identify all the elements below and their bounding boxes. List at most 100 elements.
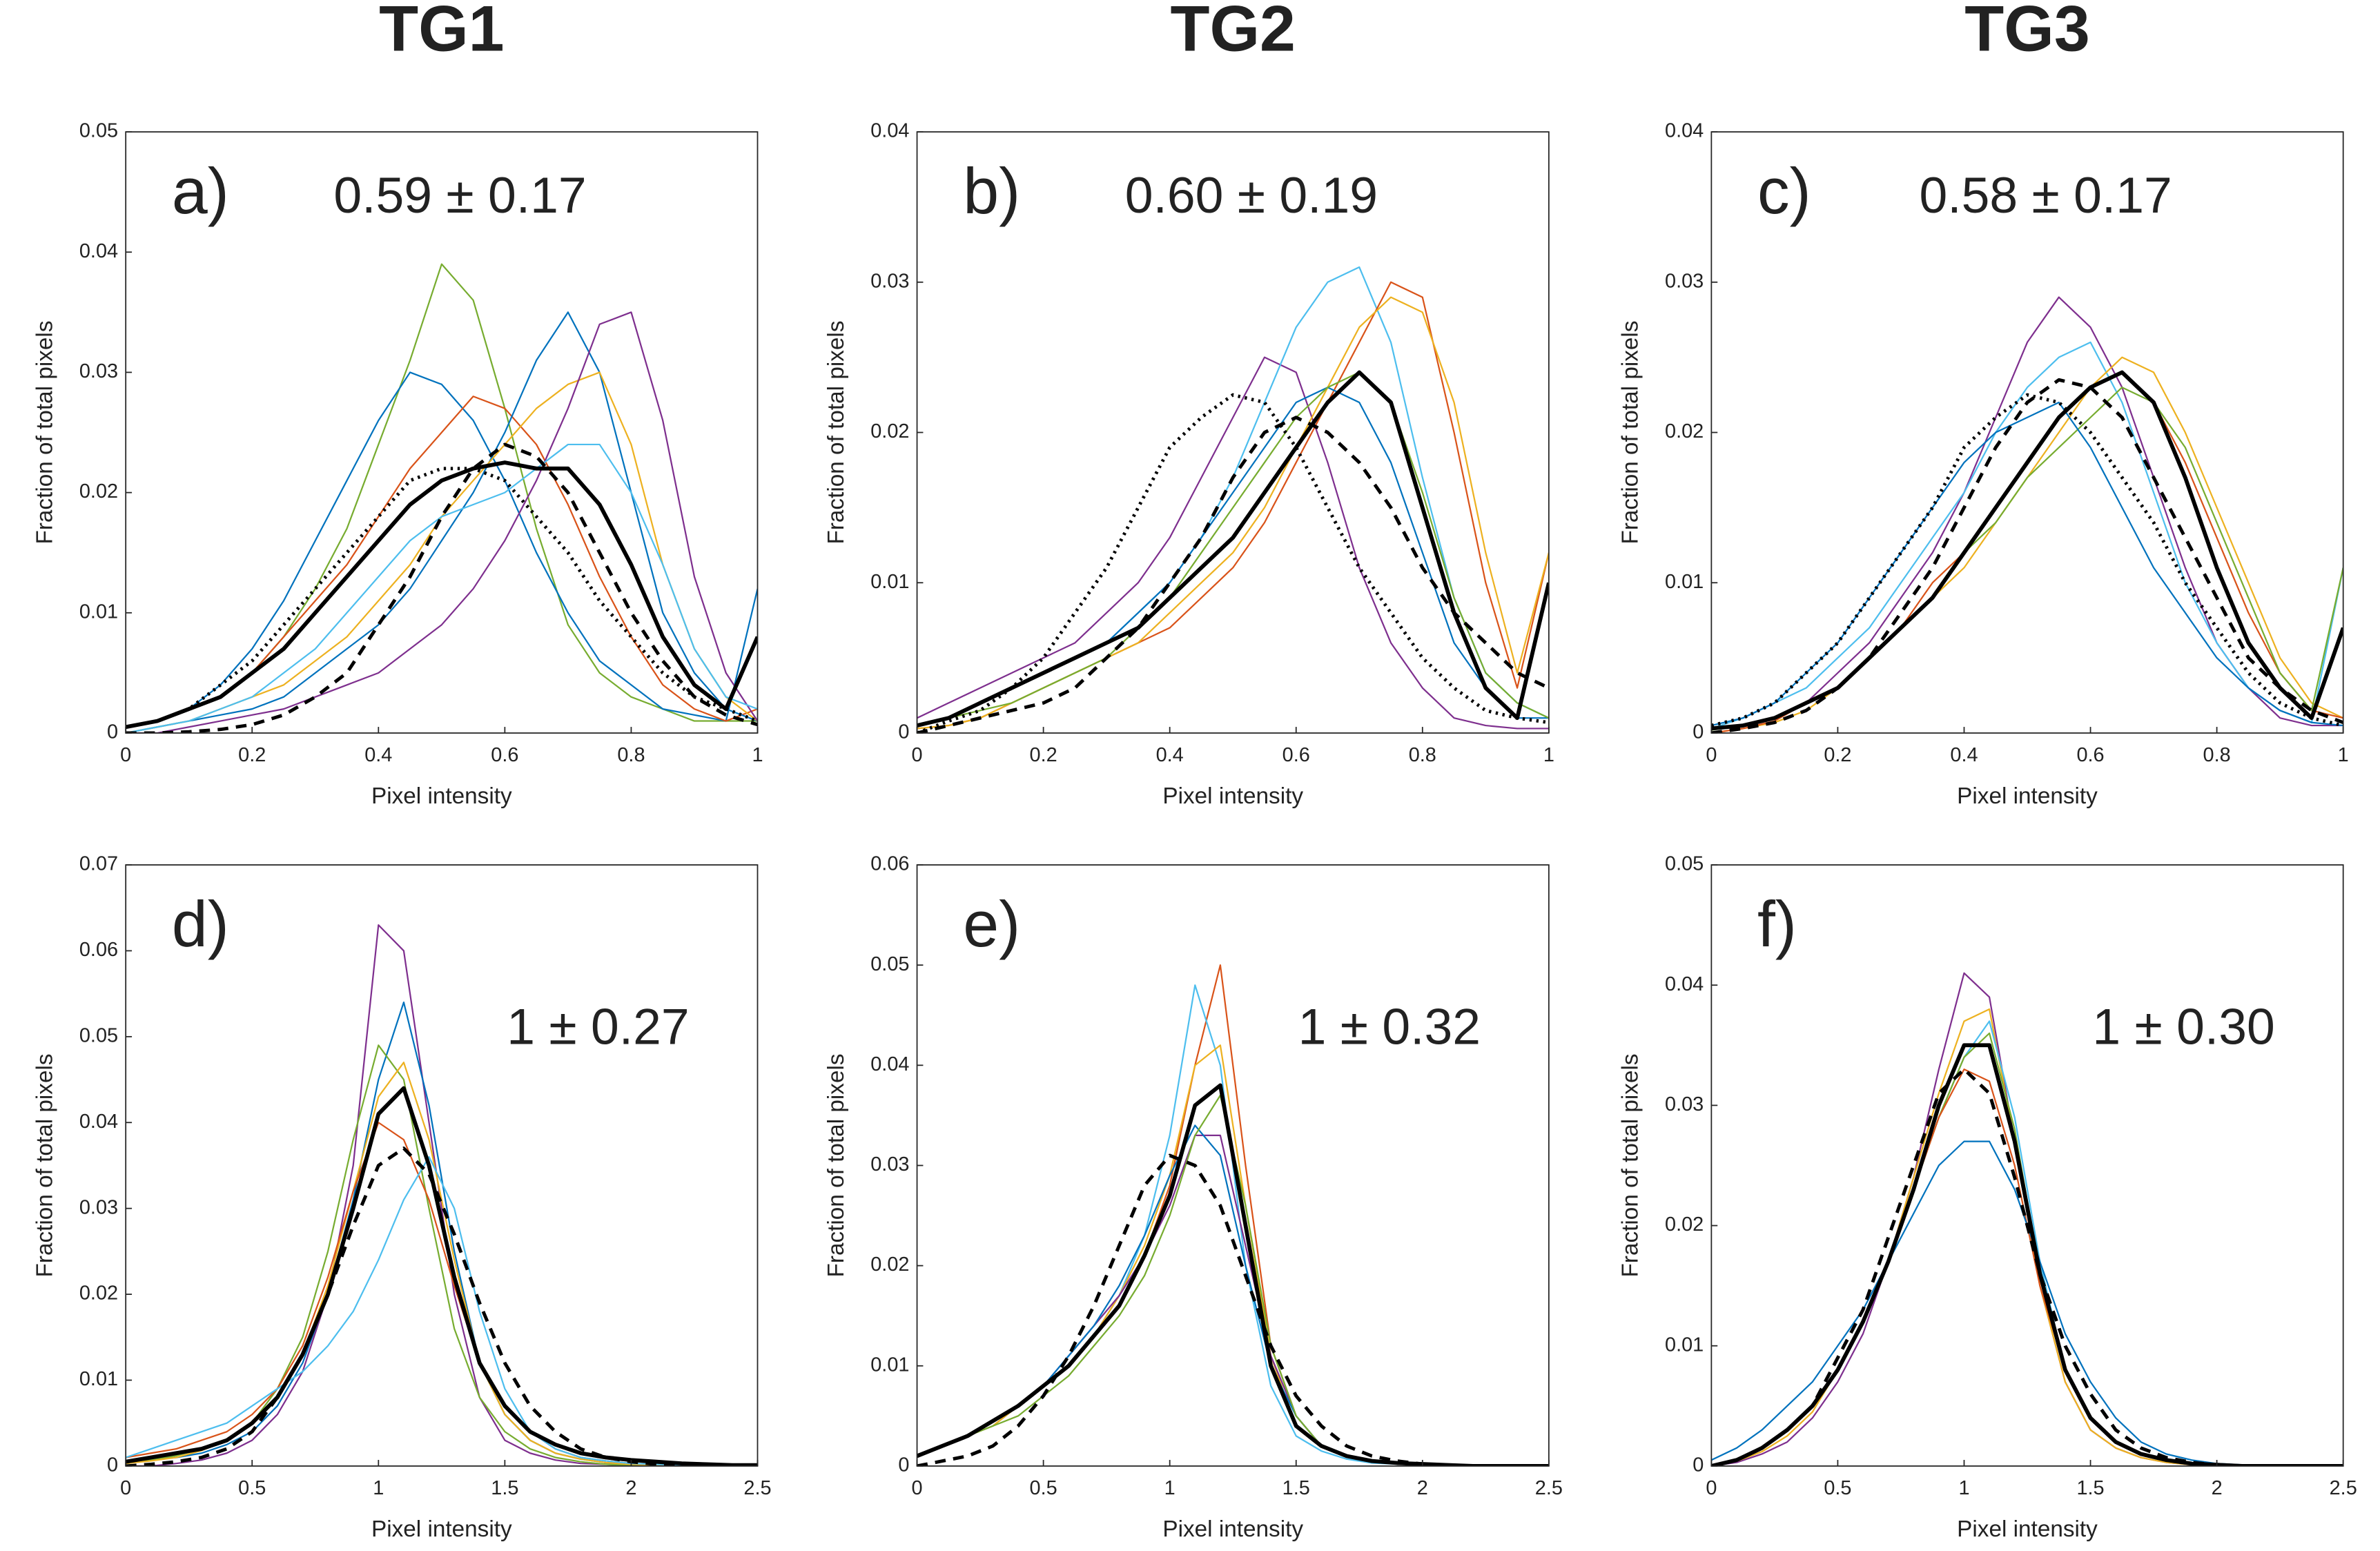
y-tick-label: 0.03 xyxy=(1665,270,1704,292)
plot-lines xyxy=(1711,296,2343,733)
x-tick-label: 1 xyxy=(2338,744,2349,766)
y-tick-label: 0.02 xyxy=(870,420,909,442)
y-axis-label: Fraction of total pixels xyxy=(32,1053,57,1277)
y-tick-label: 0 xyxy=(1693,1454,1704,1476)
x-tick-label: 0.8 xyxy=(2203,744,2231,766)
panel: 0 0.5 1 1.5 2 2.5 0 0.01 0.02 0.03 0.04 0.05 0.06 Pix… xyxy=(823,853,1563,1542)
plot-lines xyxy=(126,263,758,733)
x-tick-label: 0.4 xyxy=(364,744,392,766)
axes-frame xyxy=(126,865,758,1466)
y-tick-label: 0.04 xyxy=(870,120,909,142)
x-tick-label: 0 xyxy=(1706,1477,1717,1499)
panel-label: f) xyxy=(1757,888,1797,960)
annotation: 0.58 ± 0.17 xyxy=(1920,167,2172,224)
panel: 0 0.5 1 1.5 2 2.5 0 0.01 0.02 0.03 0.04 0.05 0.06 0.0… xyxy=(32,853,771,1542)
annotation: 1 ± 0.30 xyxy=(2092,998,2274,1055)
x-tick-label: 0.5 xyxy=(238,1477,266,1499)
x-tick-label: 0.4 xyxy=(1156,744,1184,766)
series-line xyxy=(126,311,758,733)
axes-box xyxy=(1710,864,2344,1467)
y-axis-label: Fraction of total pixels xyxy=(823,1053,849,1277)
x-tick-label: 0.2 xyxy=(1030,744,1057,766)
y-tick-label: 0.03 xyxy=(79,1196,118,1218)
column-title: TG2 xyxy=(1170,0,1295,65)
annotation: 0.60 ± 0.19 xyxy=(1125,167,1378,224)
panel-label: c) xyxy=(1757,155,1811,227)
y-tick-label: 0.03 xyxy=(79,360,118,382)
x-tick-label: 0.4 xyxy=(1950,744,1978,766)
series-line xyxy=(126,467,758,729)
y-tick-label: 0.03 xyxy=(870,270,909,292)
y-tick-label: 0.01 xyxy=(79,601,118,623)
y-tick-label: 0.01 xyxy=(870,571,909,593)
series-line xyxy=(1711,370,2343,731)
y-tick-label: 0.03 xyxy=(1665,1093,1704,1115)
plot-lines xyxy=(917,266,1549,733)
axes-box xyxy=(125,864,759,1467)
series-line xyxy=(126,1086,758,1466)
x-axis-label: Pixel intensity xyxy=(1162,783,1303,809)
y-tick-label: 0.04 xyxy=(1665,120,1704,142)
x-tick-label: 0 xyxy=(120,1477,131,1499)
y-tick-label: 0.05 xyxy=(79,1024,118,1046)
x-tick-label: 0.2 xyxy=(238,744,266,766)
y-axis-label: Fraction of total pixels xyxy=(1618,1053,1643,1277)
x-tick-label: 1 xyxy=(1958,1477,1969,1499)
series-line xyxy=(126,371,758,728)
x-tick-label: 0 xyxy=(912,744,923,766)
series-line xyxy=(126,443,758,733)
panel-label: e) xyxy=(963,888,1020,960)
x-tick-label: 2.5 xyxy=(2330,1477,2357,1499)
y-tick-label: 0.04 xyxy=(1665,973,1704,995)
y-tick-label: 0.05 xyxy=(79,120,118,142)
y-tick-label: 0.01 xyxy=(1665,571,1704,593)
y-axis-label: Fraction of total pixels xyxy=(32,321,57,545)
y-tick-label: 0.01 xyxy=(1665,1334,1704,1356)
x-axis-label: Pixel intensity xyxy=(371,1516,512,1542)
y-tick-label: 0.02 xyxy=(1665,420,1704,442)
series-line xyxy=(917,370,1549,728)
x-tick-label: 1.5 xyxy=(1282,1477,1310,1499)
y-tick-label: 0.04 xyxy=(79,1111,118,1133)
series-line xyxy=(917,416,1549,733)
series-line xyxy=(917,393,1549,733)
x-tick-label: 1 xyxy=(1164,1477,1176,1499)
series-line xyxy=(126,1147,758,1466)
x-tick-label: 1 xyxy=(752,744,763,766)
axes-frame xyxy=(1711,865,2343,1466)
panel: 0 0.5 1 1.5 2 2.5 0 0.01 0.02 0.03 0.04 0.05 Pixel i… xyxy=(1618,853,2357,1542)
y-tick-label: 0 xyxy=(107,721,118,743)
x-tick-label: 0.6 xyxy=(2076,744,2104,766)
x-axis-label: Pixel intensity xyxy=(1957,783,2098,809)
x-tick-label: 0.6 xyxy=(491,744,518,766)
series-line xyxy=(917,1083,1549,1466)
y-tick-label: 0 xyxy=(1693,721,1704,743)
y-tick-label: 0.06 xyxy=(79,939,118,961)
x-tick-label: 1.5 xyxy=(491,1477,518,1499)
x-tick-label: 0.5 xyxy=(1030,1477,1057,1499)
y-tick-label: 0.02 xyxy=(1665,1213,1704,1236)
x-tick-label: 0 xyxy=(120,744,131,766)
column-title: TG1 xyxy=(379,0,504,65)
x-axis-label: Pixel intensity xyxy=(1162,1516,1303,1542)
y-tick-label: 0.05 xyxy=(1665,853,1704,875)
series-line xyxy=(1711,393,2343,728)
x-tick-label: 0.8 xyxy=(617,744,645,766)
x-tick-label: 0.8 xyxy=(1409,744,1436,766)
series-line xyxy=(126,460,758,730)
x-tick-label: 0.6 xyxy=(1282,744,1310,766)
y-tick-label: 0.06 xyxy=(870,853,909,875)
x-tick-label: 0 xyxy=(912,1477,923,1499)
x-tick-label: 2 xyxy=(1417,1477,1428,1499)
y-tick-label: 0.02 xyxy=(870,1254,909,1276)
x-tick-label: 2.5 xyxy=(743,1477,771,1499)
x-tick-label: 1 xyxy=(373,1477,384,1499)
x-tick-label: 1.5 xyxy=(2076,1477,2104,1499)
y-axis-label: Fraction of total pixels xyxy=(823,321,849,545)
y-tick-label: 0 xyxy=(898,1454,909,1476)
axes-frame xyxy=(1711,132,2343,733)
column-title: TG3 xyxy=(1964,0,2089,65)
y-tick-label: 0 xyxy=(898,721,909,743)
panel-label: a) xyxy=(172,155,229,227)
